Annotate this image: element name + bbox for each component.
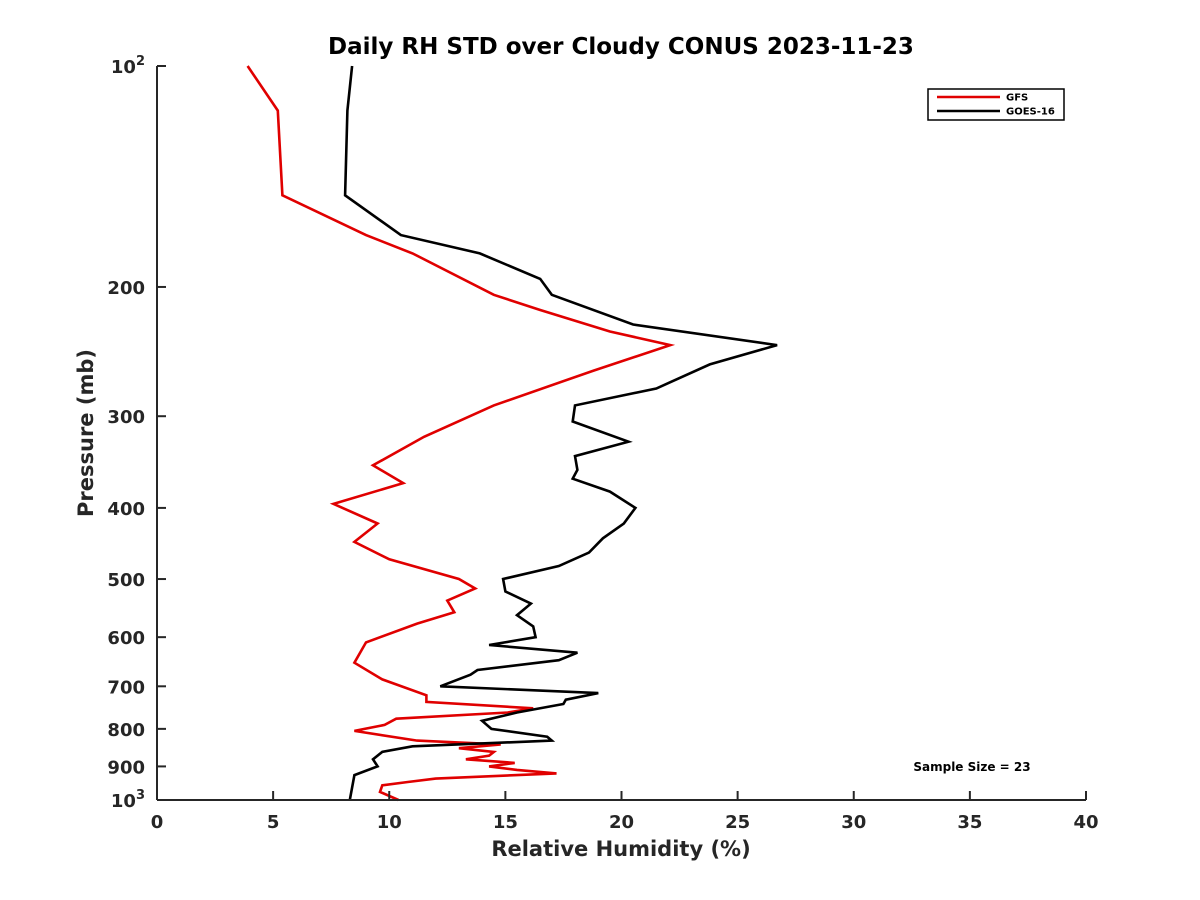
y-ticks: 102 200 300 400 500 600 700 800 900 103 [107, 54, 166, 812]
series-line-gfs [246, 65, 676, 802]
axes [156, 66, 1086, 801]
x-ticks: 0 5 10 15 20 25 30 35 40 [151, 791, 1099, 833]
x-tick-label: 5 [267, 812, 280, 833]
legend: GFS GOES-16 [927, 88, 1065, 121]
y-tick-label: 800 [107, 720, 145, 741]
y-tick-label: 500 [107, 570, 145, 591]
y-tick-label: 103 [111, 788, 145, 812]
x-tick-label: 15 [493, 812, 518, 833]
y-axis-label: Pressure (mb) [74, 349, 98, 517]
y-tick-label: 900 [107, 757, 145, 778]
y-tick-label: 102 [111, 54, 145, 78]
plot-area [246, 65, 778, 802]
x-tick-label: 10 [377, 812, 402, 833]
legend-label: GFS [1006, 93, 1028, 104]
y-tick-label: 400 [107, 499, 145, 520]
x-tick-label: 30 [841, 812, 866, 833]
legend-box [927, 88, 1065, 121]
y-tick-label: 200 [107, 278, 145, 299]
x-tick-label: 35 [957, 812, 982, 833]
sample-size-annotation: Sample Size = 23 [913, 760, 1030, 774]
x-axis-label: Relative Humidity (%) [491, 837, 750, 861]
y-tick-label: 600 [107, 628, 145, 649]
x-tick-label: 40 [1073, 812, 1098, 833]
chart-title: Daily RH STD over Cloudy CONUS 2023-11-2… [328, 34, 914, 60]
y-tick-label: 300 [107, 407, 145, 428]
x-tick-label: 20 [609, 812, 634, 833]
legend-label: GOES-16 [1006, 107, 1055, 118]
x-tick-label: 0 [151, 812, 164, 833]
x-tick-label: 25 [725, 812, 750, 833]
series-line-goes-16 [343, 65, 778, 801]
y-tick-label: 700 [107, 677, 145, 698]
